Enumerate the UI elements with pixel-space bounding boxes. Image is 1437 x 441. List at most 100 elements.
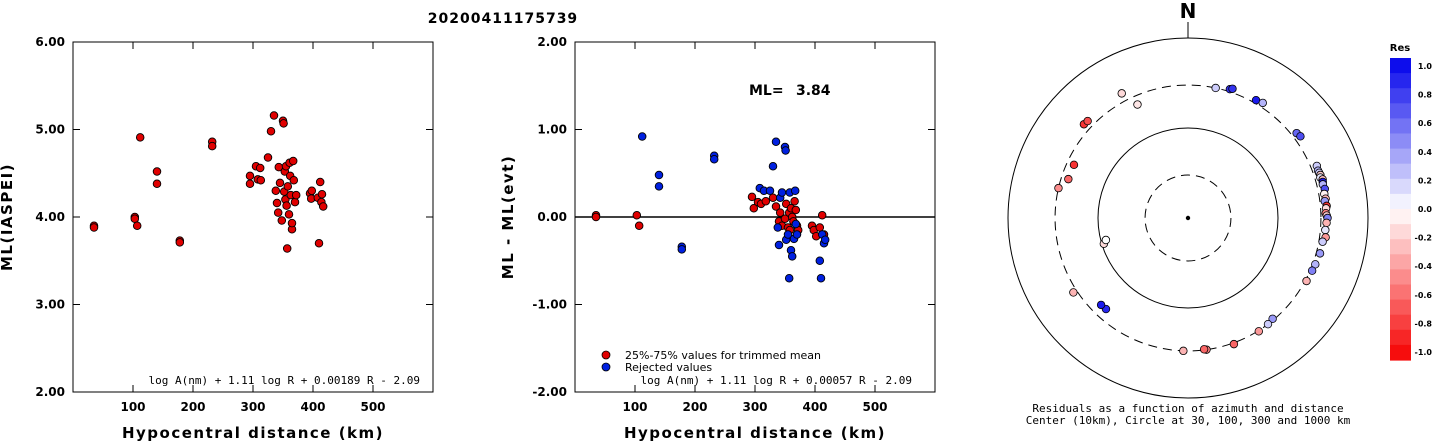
station-point <box>1318 237 1327 246</box>
data-point <box>284 210 294 219</box>
data-point <box>792 230 802 239</box>
data-point <box>709 154 719 164</box>
x-tick-label: 200 <box>180 400 205 414</box>
data-point <box>768 193 778 202</box>
data-point <box>282 244 292 253</box>
station-point <box>1315 249 1325 258</box>
data-point <box>245 171 255 181</box>
colorbar-tick-label: -0.6 <box>1415 291 1433 300</box>
x-axis-ticks: 100 200 300 400 500 <box>622 42 888 414</box>
station-point <box>1199 345 1209 354</box>
station-point <box>1211 83 1220 93</box>
colorbar-segment <box>1390 148 1411 165</box>
distance-ring <box>1054 84 1322 352</box>
data-point <box>774 240 784 250</box>
colorbar-segment <box>1390 73 1411 89</box>
station-point <box>1321 225 1330 235</box>
data-point <box>245 179 255 188</box>
x-axis-label: Hypocentral distance (km) <box>624 424 886 441</box>
colorbar-segment <box>1390 58 1411 74</box>
data-point <box>654 182 664 191</box>
colorbar-segment <box>1390 209 1411 225</box>
panel-azimuth-residuals: N Residuals as a function of azimuth and… <box>1007 0 1433 427</box>
plot-frame <box>72 41 434 393</box>
caption-line-1: Residuals as a function of azimuth and d… <box>1032 402 1343 415</box>
colorbar-segment <box>1390 299 1411 316</box>
y-tick-label: -2.00 <box>532 385 567 399</box>
data-point <box>289 175 299 185</box>
colorbar-segment <box>1390 314 1411 331</box>
x-tick-label: 200 <box>682 400 707 414</box>
station-point <box>1179 346 1188 356</box>
data-point <box>768 161 778 171</box>
data-point <box>175 238 185 247</box>
data-point <box>256 175 266 185</box>
data-point <box>279 119 288 128</box>
center-point <box>1185 215 1191 221</box>
y-tick-label: 5.00 <box>35 123 65 137</box>
y-axis-label: ML - ML(evt) <box>499 155 517 279</box>
legend-label-rejected: Rejected values <box>625 361 712 374</box>
station-point <box>1258 98 1267 108</box>
data-point <box>287 218 297 228</box>
y-axis-ticks: -2.00 -1.00 0.00 1.00 2.00 <box>532 35 935 399</box>
station-point <box>1322 218 1331 228</box>
colorbar-tick-label: 0.8 <box>1418 91 1433 100</box>
data-point <box>271 186 281 195</box>
y-axis-label: ML(IASPEI) <box>0 163 16 271</box>
data-point <box>637 132 647 141</box>
legend-marker-trimmed <box>601 350 611 360</box>
data-point <box>283 182 293 191</box>
x-tick-label: 100 <box>120 400 145 414</box>
data-point <box>314 238 324 248</box>
y-tick-label: 6.00 <box>35 35 65 49</box>
colorbar-segment <box>1390 163 1411 180</box>
colorbar-segment <box>1390 118 1411 135</box>
data-point <box>783 230 793 239</box>
data-point <box>749 203 759 213</box>
data-point <box>791 205 801 215</box>
station-point <box>1296 132 1305 141</box>
data-point <box>790 186 800 195</box>
station-point <box>1302 276 1311 286</box>
colorbar-segment <box>1390 224 1411 240</box>
data-point <box>632 210 642 220</box>
data-point <box>282 201 291 210</box>
station-point <box>1069 288 1078 297</box>
data-point <box>272 198 282 208</box>
x-tick-label: 500 <box>862 400 887 414</box>
data-point <box>677 245 687 254</box>
station-point <box>1263 319 1273 329</box>
data-point <box>634 221 644 230</box>
station-point <box>1254 327 1263 336</box>
data-point <box>152 179 162 188</box>
colorbar-tick-label: 0.2 <box>1418 176 1432 185</box>
x-tick-label: 100 <box>622 400 647 414</box>
station-point <box>1096 300 1106 310</box>
data-point <box>307 186 317 195</box>
data-point <box>820 235 830 244</box>
data-point <box>318 202 328 211</box>
north-label: N <box>1180 0 1197 23</box>
data-point <box>290 197 300 207</box>
data-point <box>288 156 298 166</box>
x-tick-label: 300 <box>240 400 265 414</box>
data-point <box>761 196 771 206</box>
x-axis-label: Hypocentral distance (km) <box>122 424 384 441</box>
x-axis-ticks: 100 200 300 400 500 <box>120 42 386 414</box>
data-point <box>777 188 787 197</box>
station-point <box>1069 160 1079 170</box>
data-point <box>317 189 327 199</box>
data-point <box>773 223 783 232</box>
station-point <box>1228 84 1237 93</box>
data-point <box>266 126 276 136</box>
panel-magnitude-vs-distance: 100 200 300 400 500 2.00 3.00 4.00 5.00 6.00 Hyp… <box>0 35 434 441</box>
distance-ring <box>1097 127 1279 309</box>
colorbar-tick-label: -0.4 <box>1415 262 1433 271</box>
formula-text: log A(nm) + 1.11 log R + 0.00057 R - 2.0… <box>640 374 912 387</box>
station-point <box>1054 183 1063 193</box>
data-point <box>817 210 827 220</box>
colorbar-segment <box>1390 103 1411 119</box>
data-point <box>132 221 142 230</box>
data-point <box>291 190 301 200</box>
